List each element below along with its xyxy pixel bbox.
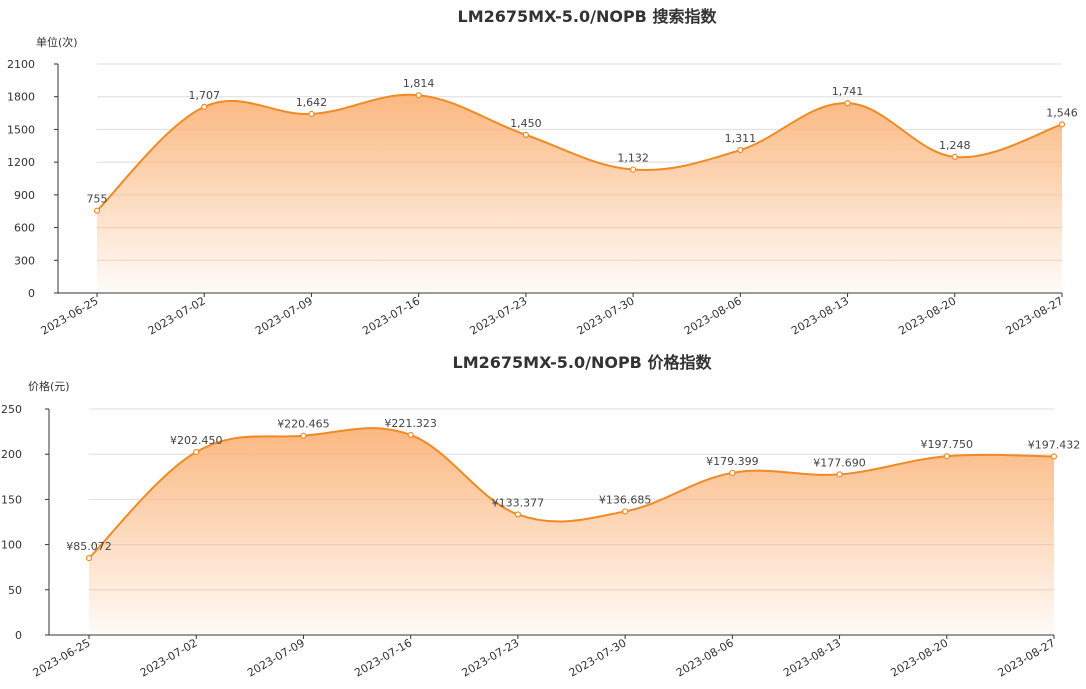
y-tick-label: 600	[14, 222, 35, 235]
x-tick-label: 2023-06-25	[39, 294, 101, 337]
y-tick-label: 150	[1, 493, 22, 506]
data-label: ¥202.450	[170, 434, 223, 447]
x-tick-label: 2023-08-06	[682, 294, 744, 337]
data-point[interactable]	[85, 554, 93, 562]
y-tick-label: 200	[1, 448, 22, 461]
series-line	[88, 427, 1055, 559]
series-area-fill	[89, 428, 1054, 635]
series-area-fill	[97, 94, 1062, 293]
data-label: ¥221.323	[384, 417, 437, 430]
y-tick-label: 1200	[7, 156, 35, 169]
y-tick-label: 2100	[7, 58, 35, 71]
x-tick-label: 2023-07-23	[468, 294, 530, 337]
y-tick-label: 0	[28, 287, 35, 300]
x-tick-label: 2023-08-20	[888, 636, 950, 679]
x-tick-label: 2023-08-13	[789, 294, 851, 337]
y-tick-label: 300	[14, 254, 35, 267]
data-point[interactable]	[844, 100, 851, 107]
y-tick-label: 900	[14, 189, 35, 202]
data-label: 1,450	[510, 117, 542, 130]
data-point[interactable]	[951, 153, 958, 161]
y-tick-label: 0	[15, 629, 22, 642]
x-tick-label: 2023-07-16	[360, 294, 422, 337]
data-point[interactable]	[415, 92, 422, 99]
data-point[interactable]	[1058, 121, 1066, 128]
y-tick-label: 1500	[7, 123, 35, 136]
data-point[interactable]	[729, 469, 736, 476]
chart-title: LM2675MX-5.0/NOPB 价格指数	[453, 353, 713, 372]
x-tick-label: 2023-08-27	[996, 636, 1058, 679]
data-label: 1,707	[188, 89, 220, 102]
x-tick-label: 2023-07-30	[575, 294, 637, 337]
data-label: 1,132	[617, 152, 649, 165]
data-label: ¥136.685	[599, 493, 652, 506]
data-point[interactable]	[514, 511, 521, 518]
data-label: 1,741	[832, 85, 864, 98]
x-tick-label: 2023-07-23	[460, 636, 522, 679]
data-point[interactable]	[300, 432, 307, 439]
y-axis-unit-label: 单位(次)	[36, 35, 78, 49]
x-tick-label: 2023-07-02	[146, 294, 208, 337]
data-point[interactable]	[193, 448, 200, 456]
y-axis-unit-label: 价格(元)	[28, 379, 70, 393]
data-point[interactable]	[1050, 453, 1058, 460]
data-label: ¥220.465	[277, 418, 330, 431]
data-label: 755	[87, 193, 108, 206]
y-tick-label: 50	[8, 584, 22, 597]
y-tick-label: 1800	[7, 91, 35, 104]
data-label: 1,642	[296, 96, 328, 109]
x-tick-label: 2023-07-30	[567, 636, 629, 679]
data-label: 1,546	[1046, 106, 1078, 119]
x-tick-label: 2023-07-09	[253, 294, 315, 337]
data-point[interactable]	[943, 453, 950, 460]
data-label: ¥133.377	[492, 496, 545, 509]
data-point[interactable]	[201, 103, 208, 110]
data-label: ¥177.690	[813, 456, 866, 469]
y-tick-label: 100	[1, 539, 22, 552]
data-point[interactable]	[630, 166, 637, 173]
data-point[interactable]	[836, 471, 843, 478]
data-label: ¥197.750	[921, 438, 974, 451]
x-tick-label: 2023-08-06	[674, 636, 736, 679]
x-tick-label: 2023-08-20	[896, 294, 958, 337]
data-point[interactable]	[622, 508, 629, 515]
data-point[interactable]	[737, 146, 744, 154]
chart-title: LM2675MX-5.0/NOPB 搜索指数	[458, 7, 718, 26]
data-label: ¥85.072	[66, 540, 112, 553]
x-tick-label: 2023-07-02	[138, 636, 200, 679]
data-point[interactable]	[308, 110, 315, 118]
series-line	[96, 93, 1063, 212]
data-label: 1,814	[403, 77, 435, 90]
y-tick-label: 250	[1, 403, 22, 416]
x-tick-label: 2023-07-16	[352, 636, 414, 679]
data-label: 1,248	[939, 139, 971, 152]
data-label: 1,311	[725, 132, 757, 145]
data-point[interactable]	[93, 207, 101, 214]
x-tick-label: 2023-06-25	[31, 636, 93, 679]
x-tick-label: 2023-07-09	[245, 636, 307, 679]
data-label: ¥197.432	[1028, 439, 1081, 452]
data-point[interactable]	[407, 431, 414, 439]
x-tick-label: 2023-08-13	[781, 636, 843, 679]
data-label: ¥179.399	[706, 455, 759, 468]
data-point[interactable]	[522, 131, 529, 138]
x-tick-label: 2023-08-27	[1004, 294, 1066, 337]
